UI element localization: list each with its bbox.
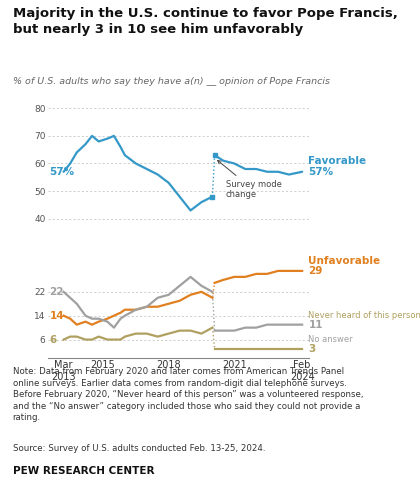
Text: % of U.S. adults who say they have a(n) __ opinion of Pope Francis: % of U.S. adults who say they have a(n) … bbox=[13, 78, 330, 86]
Text: 3: 3 bbox=[308, 344, 316, 353]
Text: Unfavorable: Unfavorable bbox=[308, 256, 381, 266]
Text: 14: 14 bbox=[50, 310, 64, 320]
Text: Never heard of this person: Never heard of this person bbox=[308, 311, 420, 320]
Text: No answer: No answer bbox=[308, 335, 353, 344]
Text: 6: 6 bbox=[50, 334, 57, 344]
Text: Note: Data from February 2020 and later comes from American Trends Panel
online : Note: Data from February 2020 and later … bbox=[13, 368, 363, 422]
Text: 22: 22 bbox=[50, 287, 64, 297]
Text: 57%: 57% bbox=[50, 167, 74, 177]
Text: 57%: 57% bbox=[308, 167, 333, 177]
Text: Favorable: Favorable bbox=[308, 156, 367, 166]
Text: Majority in the U.S. continue to favor Pope Francis,
but nearly 3 in 10 see him : Majority in the U.S. continue to favor P… bbox=[13, 8, 397, 36]
Text: PEW RESEARCH CENTER: PEW RESEARCH CENTER bbox=[13, 466, 154, 476]
Text: Source: Survey of U.S. adults conducted Feb. 13-25, 2024.: Source: Survey of U.S. adults conducted … bbox=[13, 444, 265, 453]
Text: Survey mode
change: Survey mode change bbox=[218, 160, 281, 200]
Text: 29: 29 bbox=[308, 266, 323, 276]
Text: 11: 11 bbox=[308, 320, 323, 330]
